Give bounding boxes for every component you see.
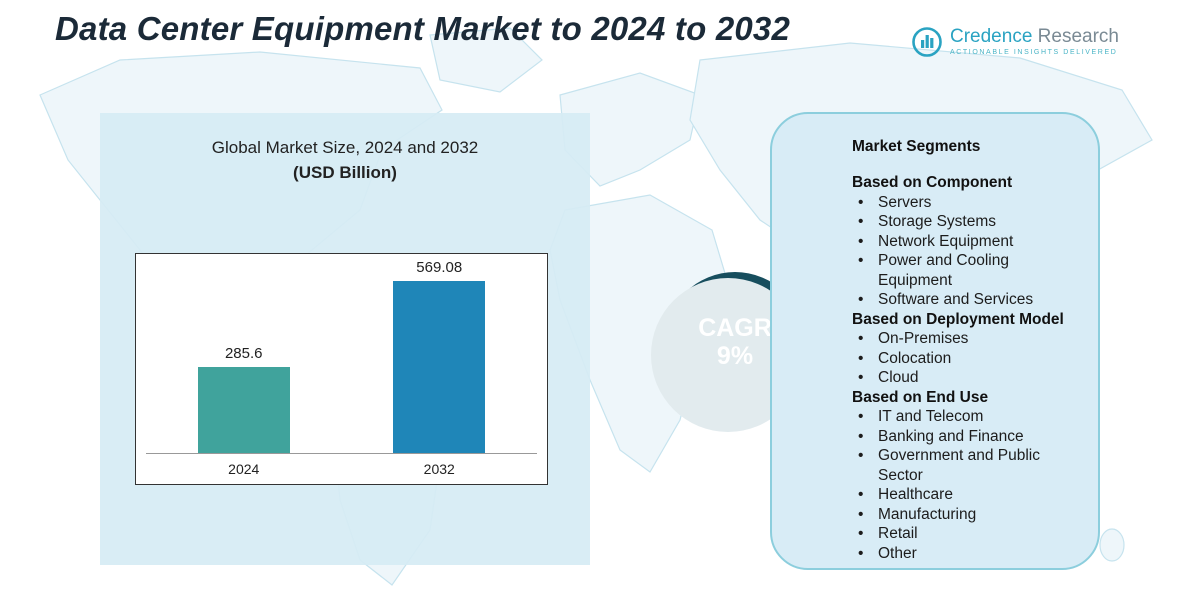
bar-2032 [393,281,486,453]
brand-name-primary: Credence [950,26,1033,47]
brand-tagline: Actionable Insights Delivered [950,49,1118,56]
bar-group-2032: 569.08 [393,259,486,453]
cagr-label: CAGR [698,314,772,342]
x-axis-labels: 2024 2032 [146,461,537,477]
segments-heading: Market Segments [852,138,981,155]
brand-name: Credence Research [950,26,1119,47]
list-item: Other [852,544,1074,564]
market-segments-panel: Market Segments Based on Component Serve… [770,112,1100,570]
brand-name-secondary: Research [1037,26,1119,47]
bar-value-label: 285.6 [224,345,263,362]
list-item: Cloud [852,368,1074,388]
list-item: Colocation [852,349,1074,369]
cagr-value: 9% [716,342,754,370]
enduse-list: IT and Telecom Banking and Finance Gover… [852,407,1074,563]
bar-value-label: 569.08 [416,259,463,276]
list-item: Power and Cooling Equipment [852,251,1074,290]
list-item: Software and Services [852,290,1074,310]
x-tick-label: 2032 [423,461,455,477]
bar-chart-logo-icon [911,26,943,63]
list-item: Manufacturing [852,505,1074,525]
list-item: Healthcare [852,485,1074,505]
list-item: On-Premises [852,329,1074,349]
bar-2024 [197,367,290,453]
chart-title: Global Market Size, 2024 and 2032 (USD B… [100,138,590,183]
component-list: Servers Storage Systems Network Equipmen… [852,193,1074,310]
list-item: IT and Telecom [852,407,1074,427]
plot-area: 285.6 569.08 [146,258,537,454]
list-item: Retail [852,524,1074,544]
chart-title-text: Global Market Size, 2024 and 2032 [211,138,479,157]
segment-group-title-deployment: Based on Deployment Model [852,310,1064,328]
x-tick-label: 2024 [228,461,260,477]
list-item: Servers [852,193,1074,213]
brand-logo: Credence Research Actionable Insights De… [911,26,1119,63]
bar-chart: 285.6 569.08 2024 2032 [135,253,548,485]
segment-group-title-component: Based on Component [852,174,1013,191]
list-item: Network Equipment [852,232,1074,252]
list-item: Banking and Finance [852,427,1074,447]
brand-text: Credence Research Actionable Insights De… [950,26,1119,56]
chart-subtitle-text: (USD Billion) [293,163,397,182]
page-title: Data Center Equipment Market to 2024 to … [55,10,791,47]
deployment-list: On-Premises Colocation Cloud [852,329,1074,388]
list-item: Government and Public Sector [852,446,1074,485]
bar-group-2024: 285.6 [197,345,290,453]
list-item: Storage Systems [852,212,1074,232]
segment-group-title-enduse: Based on End Use [852,388,989,406]
